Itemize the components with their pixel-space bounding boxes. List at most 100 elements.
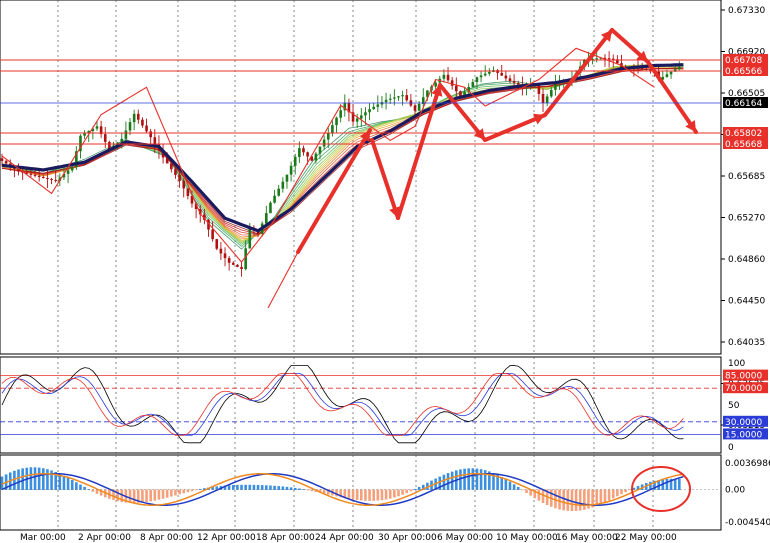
- macd-bar: [525, 489, 528, 493]
- candle-body: [302, 148, 305, 153]
- trend-arrow: [396, 83, 442, 220]
- macd-bar: [504, 479, 508, 490]
- macd-bar: [17, 469, 20, 490]
- main-panel: [0, 0, 722, 355]
- candle-body: [70, 166, 74, 171]
- candle-body: [649, 69, 652, 71]
- candle-body: [211, 229, 214, 240]
- arrow-head: [431, 85, 443, 97]
- x-tick-label: 18 Apr 00:00: [256, 533, 315, 543]
- candle-body: [426, 90, 429, 98]
- stochastic-main-line: [1, 365, 684, 444]
- candle-body: [545, 96, 549, 103]
- candle-body: [500, 72, 504, 76]
- candle-body: [244, 248, 247, 270]
- macd-bar: [409, 489, 413, 492]
- macd-bar: [388, 489, 392, 499]
- candle-body: [343, 102, 347, 111]
- candle-body: [132, 113, 136, 123]
- candle-body: [372, 106, 375, 110]
- candle-body: [149, 131, 152, 138]
- macd-bar: [318, 489, 322, 493]
- stochastic-tick: 0: [728, 443, 734, 453]
- candle-body: [413, 105, 417, 111]
- candle-body: [62, 173, 66, 178]
- macd-bar: [442, 474, 446, 490]
- x-tick-label: 24 Apr 00:00: [315, 533, 374, 543]
- arrow-head: [533, 113, 545, 125]
- macd-bar: [413, 488, 417, 490]
- candle-body: [421, 97, 425, 104]
- macd-bar: [95, 489, 99, 494]
- candle-body: [331, 125, 334, 133]
- macd-bar: [583, 489, 586, 510]
- macd-bar: [603, 489, 607, 503]
- macd-bar: [616, 489, 619, 497]
- y-tick-label: 0.64450: [728, 297, 765, 307]
- macd-bar: [500, 476, 504, 490]
- macd-bar: [529, 489, 532, 496]
- macd-bar: [132, 489, 136, 503]
- macd-bar: [186, 489, 190, 493]
- macd-bar: [223, 485, 227, 490]
- macd-bar: [141, 489, 144, 503]
- candle-body: [153, 137, 157, 144]
- macd-bar: [285, 486, 289, 490]
- macd-bar: [521, 489, 524, 491]
- candle-body: [248, 227, 252, 249]
- macd-bar: [112, 489, 115, 501]
- candle-body: [339, 110, 342, 118]
- macd-bar: [611, 489, 615, 499]
- macd-bar: [397, 489, 400, 497]
- candle-body: [508, 78, 512, 82]
- trend-arrow: [483, 113, 547, 142]
- macd-bar: [678, 478, 681, 490]
- macd-bar: [33, 467, 37, 490]
- level-tag-box: [723, 382, 768, 394]
- stochastic-tick: 50: [728, 401, 740, 411]
- macd-bar: [657, 479, 660, 490]
- macd-bar: [227, 485, 231, 490]
- candle-body: [326, 132, 330, 140]
- macd-bar: [405, 489, 409, 494]
- macd-bar: [488, 471, 491, 490]
- price-tag-label: 0.66708: [725, 56, 762, 66]
- macd-bar: [310, 489, 314, 492]
- y-tick-label: 0.64035: [728, 338, 765, 348]
- macd-bar: [578, 489, 582, 511]
- level-tag-label: 30.0000: [725, 418, 762, 428]
- macd-bar: [368, 489, 371, 501]
- macd-bar: [492, 472, 495, 490]
- candle-body: [83, 133, 86, 136]
- macd-bar: [554, 489, 557, 509]
- macd-bar: [364, 489, 367, 501]
- trend-line: [267, 251, 299, 309]
- macd-bar: [496, 474, 499, 490]
- macd-bar: [277, 486, 281, 490]
- candle-body: [136, 113, 140, 120]
- candle-body: [678, 67, 681, 70]
- candle-body: [0, 158, 4, 161]
- price-tag: 0.66708: [723, 54, 768, 66]
- macd-bar: [157, 489, 161, 500]
- price-tag-box: [723, 65, 768, 76]
- candle-body: [537, 84, 541, 94]
- candle-body: [665, 74, 669, 77]
- macd-bar: [417, 486, 421, 490]
- candle-body: [227, 258, 231, 263]
- macd-bar: [360, 489, 363, 501]
- candle-body: [417, 103, 421, 111]
- macd-bar: [83, 486, 86, 490]
- candle-body: [293, 156, 297, 166]
- macd-bar: [628, 489, 632, 491]
- candle-body: [265, 213, 268, 224]
- candle-body: [141, 119, 144, 126]
- candle-body: [384, 99, 388, 103]
- macd-bar: [463, 468, 466, 490]
- macd-bar: [343, 489, 347, 499]
- price-tag: 0.65802: [723, 127, 768, 139]
- macd-tick: 0.00: [725, 485, 745, 495]
- macd-bar: [194, 489, 198, 491]
- y-tick-label: 0.66505: [728, 89, 765, 99]
